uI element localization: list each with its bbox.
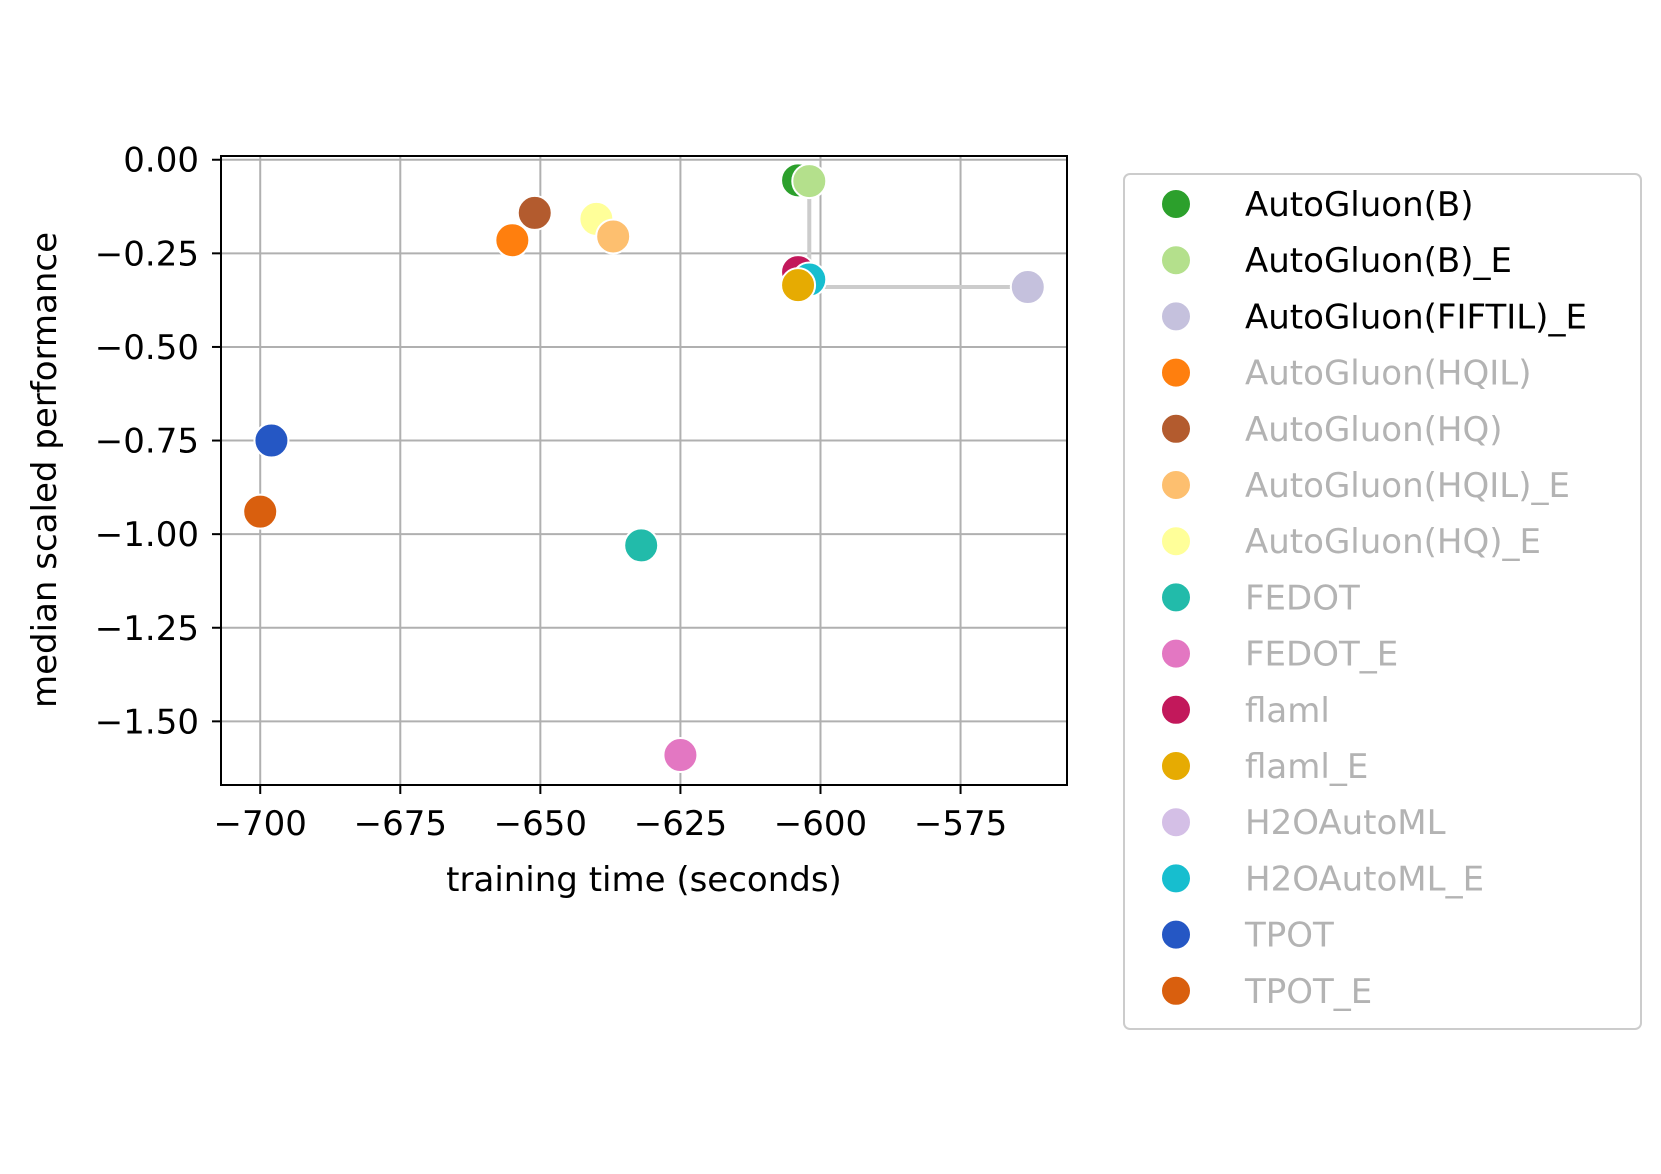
legend-marker	[1160, 525, 1192, 558]
legend-label: AutoGluon(B)	[1245, 185, 1474, 225]
data-points	[242, 162, 1046, 774]
legend-marker	[1160, 806, 1192, 839]
x-tick-label: −700	[214, 804, 307, 844]
legend-label: flaml_E	[1245, 747, 1368, 787]
legend-label: FEDOT	[1245, 578, 1360, 618]
x-tick-label: −675	[354, 804, 447, 844]
legend-label: TPOT_E	[1244, 972, 1372, 1012]
legend-label: AutoGluon(HQIL)_E	[1245, 466, 1570, 506]
legend-marker	[1160, 918, 1192, 951]
data-point	[623, 527, 660, 564]
legend-label: AutoGluon(B)_E	[1245, 241, 1512, 281]
legend: AutoGluon(B) AutoGluon(B)_E AutoGluon(FIFT…	[1123, 173, 1642, 1030]
y-tick-label: −1.50	[95, 702, 199, 742]
legend-label: AutoGluon(FIFTIL)_E	[1245, 297, 1587, 337]
legend-label: FEDOT_E	[1245, 635, 1398, 675]
legend-marker	[1160, 356, 1192, 389]
y-tick-label: 0.00	[123, 141, 199, 181]
x-axis-label: training time (seconds)	[446, 860, 842, 900]
legend-marker	[1160, 581, 1192, 614]
legend-marker	[1160, 300, 1192, 333]
legend-label: H2OAutoML_E	[1245, 859, 1484, 899]
y-tick-label: −0.50	[95, 328, 199, 368]
legend-marker	[1160, 750, 1192, 782]
y-axis-ticks: 0.00 −0.25 −0.50 −0.75 −1.00 −1.25 −1.50	[95, 141, 221, 742]
x-tick-label: −625	[634, 804, 727, 844]
data-point	[780, 267, 817, 304]
legend-marker	[1160, 412, 1192, 445]
legend-marker	[1160, 188, 1192, 220]
x-tick-label: −600	[774, 804, 867, 844]
legend-label: flaml	[1245, 691, 1330, 731]
data-point	[595, 218, 632, 255]
legend-marker	[1160, 862, 1192, 895]
legend-marker	[1160, 244, 1192, 277]
y-tick-label: −1.00	[95, 515, 199, 555]
y-tick-label: −0.75	[95, 422, 199, 462]
data-point	[253, 422, 290, 459]
legend-marker	[1160, 974, 1192, 1007]
legend-marker	[1160, 693, 1192, 726]
y-tick-label: −1.25	[95, 609, 199, 649]
legend-label: AutoGluon(HQIL)	[1245, 354, 1531, 394]
legend-box	[1123, 173, 1642, 1030]
legend-label: TPOT	[1244, 916, 1334, 956]
legend-label: H2OAutoML	[1245, 803, 1446, 843]
data-point	[662, 737, 699, 774]
plot-area-frame	[220, 155, 1068, 786]
data-point	[516, 194, 553, 231]
data-point	[1009, 269, 1046, 306]
x-tick-label: −575	[914, 804, 1007, 844]
data-point	[494, 222, 531, 259]
legend-label: AutoGluon(HQ)_E	[1245, 522, 1541, 562]
data-point	[242, 493, 279, 530]
x-tick-label: −650	[494, 804, 587, 844]
legend-marker	[1160, 469, 1192, 501]
legend-marker	[1160, 637, 1192, 670]
y-axis-label: median scaled performance	[25, 232, 65, 708]
x-axis-ticks: −700 −675 −650 −625 −600 −575	[214, 785, 1007, 844]
y-tick-label: −0.25	[95, 234, 199, 274]
legend-label: AutoGluon(HQ)	[1245, 410, 1503, 450]
data-point	[791, 163, 828, 200]
